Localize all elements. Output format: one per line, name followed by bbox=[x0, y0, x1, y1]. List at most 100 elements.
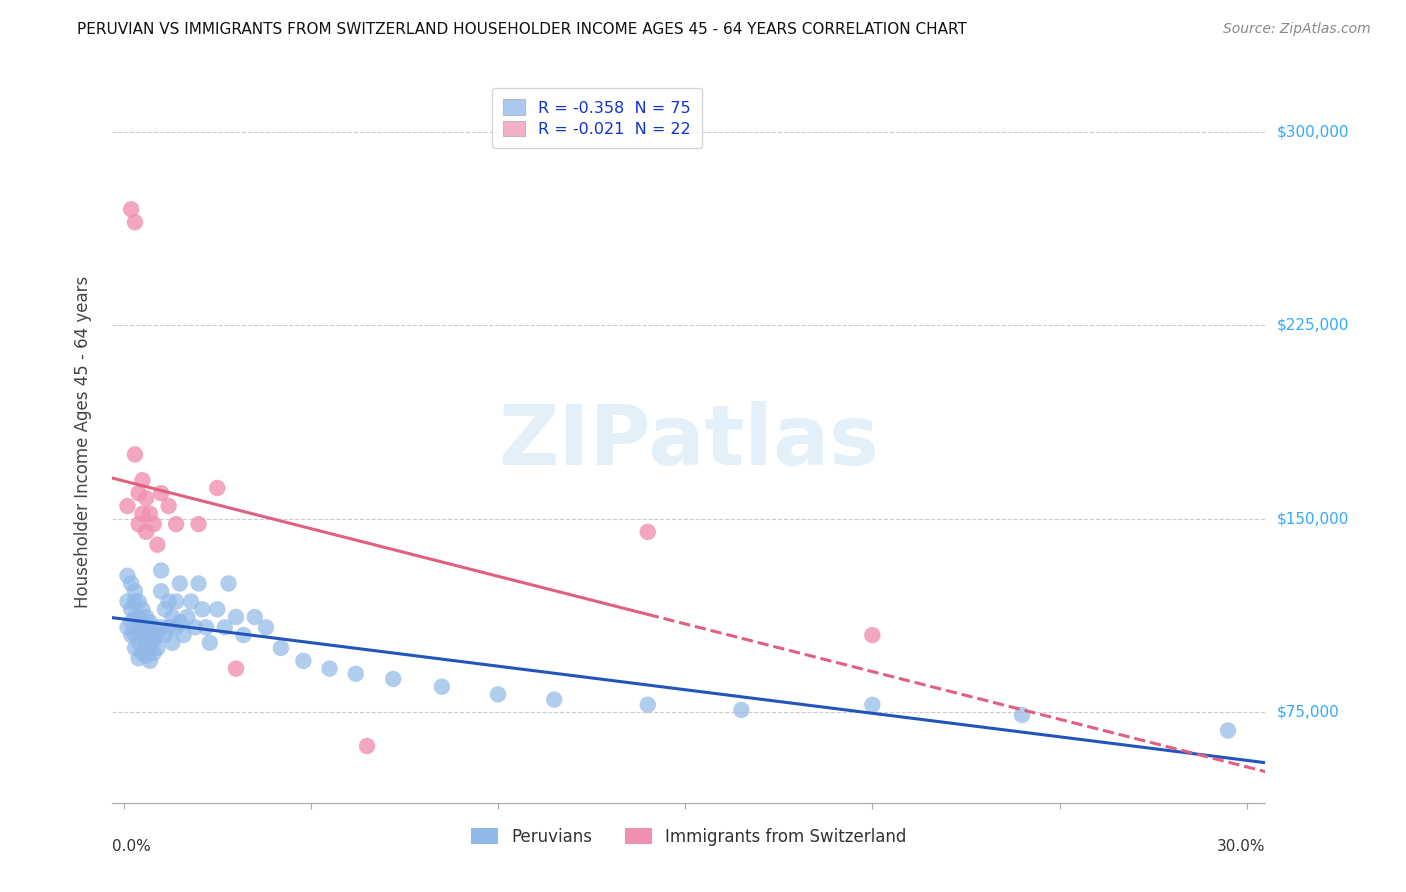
Point bbox=[146, 538, 169, 552]
Point bbox=[637, 524, 659, 539]
Point bbox=[135, 648, 157, 663]
Point bbox=[139, 507, 162, 521]
Point bbox=[225, 610, 247, 624]
Point bbox=[195, 620, 218, 634]
Legend: Peruvians, Immigrants from Switzerland: Peruvians, Immigrants from Switzerland bbox=[464, 821, 914, 852]
Text: $150,000: $150,000 bbox=[1277, 511, 1348, 526]
Point bbox=[124, 610, 146, 624]
Point bbox=[131, 473, 153, 487]
Point bbox=[1011, 708, 1033, 723]
Point bbox=[142, 620, 165, 634]
Point bbox=[169, 615, 191, 630]
Point bbox=[139, 640, 162, 655]
Point bbox=[176, 610, 198, 624]
Point bbox=[128, 620, 150, 634]
Point bbox=[543, 692, 565, 706]
Point bbox=[150, 486, 173, 500]
Point bbox=[153, 602, 176, 616]
Point bbox=[135, 636, 157, 650]
Point bbox=[207, 481, 229, 495]
Point bbox=[142, 517, 165, 532]
Point bbox=[860, 628, 883, 642]
Text: PERUVIAN VS IMMIGRANTS FROM SWITZERLAND HOUSEHOLDER INCOME AGES 45 - 64 YEARS CO: PERUVIAN VS IMMIGRANTS FROM SWITZERLAND … bbox=[77, 22, 967, 37]
Point bbox=[169, 576, 191, 591]
Point bbox=[254, 620, 277, 634]
Point bbox=[173, 628, 195, 642]
Point bbox=[120, 602, 142, 616]
Text: Source: ZipAtlas.com: Source: ZipAtlas.com bbox=[1223, 22, 1371, 37]
Point bbox=[128, 594, 150, 608]
Point bbox=[117, 568, 139, 582]
Point bbox=[124, 447, 146, 461]
Point bbox=[187, 576, 209, 591]
Point bbox=[135, 524, 157, 539]
Point bbox=[218, 576, 240, 591]
Point bbox=[139, 628, 162, 642]
Point bbox=[157, 499, 180, 513]
Point bbox=[117, 620, 139, 634]
Point bbox=[131, 646, 153, 660]
Point bbox=[730, 703, 752, 717]
Point bbox=[128, 651, 150, 665]
Point bbox=[128, 486, 150, 500]
Point bbox=[128, 517, 150, 532]
Point bbox=[165, 594, 187, 608]
Point bbox=[637, 698, 659, 712]
Point bbox=[120, 615, 142, 630]
Point bbox=[165, 620, 187, 634]
Text: $75,000: $75,000 bbox=[1277, 705, 1340, 720]
Point bbox=[184, 620, 207, 634]
Point bbox=[198, 636, 221, 650]
Point bbox=[117, 499, 139, 513]
Point bbox=[150, 564, 173, 578]
Point bbox=[131, 507, 153, 521]
Text: ZIPatlas: ZIPatlas bbox=[499, 401, 879, 482]
Point bbox=[124, 640, 146, 655]
Point bbox=[117, 594, 139, 608]
Point bbox=[153, 628, 176, 642]
Point bbox=[131, 615, 153, 630]
Point bbox=[162, 610, 184, 624]
Point bbox=[124, 594, 146, 608]
Point bbox=[124, 215, 146, 229]
Point bbox=[1216, 723, 1239, 738]
Point bbox=[430, 680, 453, 694]
Point bbox=[120, 202, 142, 217]
Point bbox=[139, 654, 162, 668]
Point bbox=[139, 615, 162, 630]
Point bbox=[128, 610, 150, 624]
Point bbox=[124, 628, 146, 642]
Point bbox=[232, 628, 254, 642]
Point bbox=[382, 672, 405, 686]
Point bbox=[128, 636, 150, 650]
Point bbox=[124, 584, 146, 599]
Text: $225,000: $225,000 bbox=[1277, 318, 1348, 333]
Point bbox=[157, 620, 180, 634]
Point bbox=[131, 628, 153, 642]
Point bbox=[225, 662, 247, 676]
Point bbox=[187, 517, 209, 532]
Point bbox=[486, 687, 509, 701]
Point bbox=[243, 610, 266, 624]
Point bbox=[191, 602, 214, 616]
Point bbox=[180, 594, 202, 608]
Point bbox=[318, 662, 340, 676]
Point bbox=[344, 666, 367, 681]
Point bbox=[270, 640, 292, 655]
Text: 0.0%: 0.0% bbox=[112, 838, 152, 854]
Point bbox=[135, 491, 157, 506]
Point bbox=[142, 646, 165, 660]
Point bbox=[860, 698, 883, 712]
Text: 30.0%: 30.0% bbox=[1218, 838, 1265, 854]
Point bbox=[150, 620, 173, 634]
Point bbox=[142, 633, 165, 648]
Point bbox=[146, 640, 169, 655]
Point bbox=[207, 602, 229, 616]
Point bbox=[135, 620, 157, 634]
Point bbox=[157, 594, 180, 608]
Point bbox=[146, 628, 169, 642]
Point bbox=[356, 739, 378, 753]
Point bbox=[165, 517, 187, 532]
Y-axis label: Householder Income Ages 45 - 64 years: Householder Income Ages 45 - 64 years bbox=[73, 276, 91, 607]
Point bbox=[131, 602, 153, 616]
